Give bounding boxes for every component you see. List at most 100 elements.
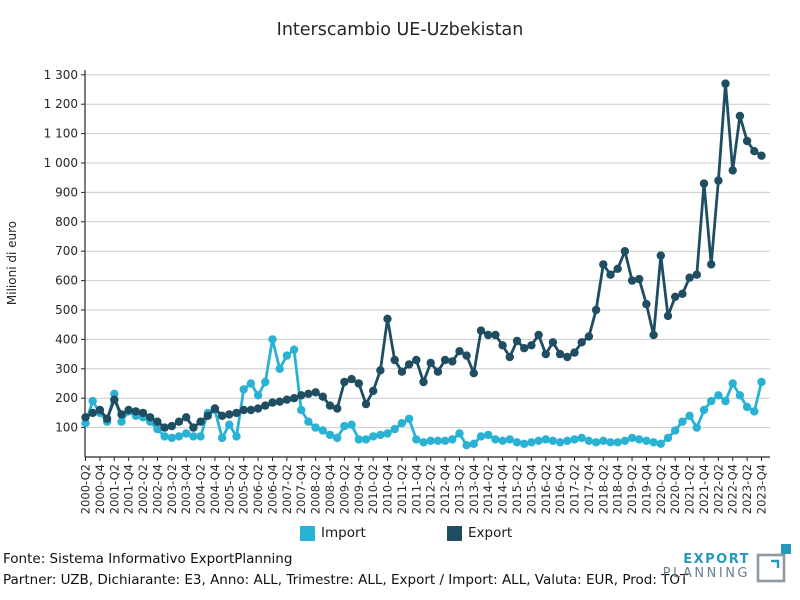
- legend-item-export: Export: [447, 524, 512, 542]
- import-point: [268, 335, 277, 344]
- import-point: [577, 433, 586, 443]
- export-point: [81, 413, 90, 422]
- x-tick-label: 2023-Q2: [740, 464, 754, 514]
- export-point: [110, 395, 119, 404]
- import-point: [333, 433, 342, 443]
- import-point: [347, 420, 356, 429]
- export-point: [333, 404, 342, 413]
- export-point: [627, 276, 637, 285]
- logo-word-export: EXPORT: [683, 552, 750, 567]
- x-tick-label: 2019-Q2: [625, 464, 639, 514]
- import-point: [189, 432, 198, 441]
- export-point: [750, 147, 759, 156]
- x-tick-label: 2000-Q4: [93, 464, 107, 514]
- import-legend-label: Import: [321, 525, 366, 541]
- x-tick-label: 2002-Q2: [136, 464, 150, 514]
- x-tick-label: 2008-Q2: [309, 464, 323, 514]
- axes: 100 200 300 400 500 600 700 800 900 1 000 1 100 1 2…: [5, 68, 770, 514]
- import-point: [117, 417, 126, 426]
- x-tick-label: 2022-Q4: [726, 464, 740, 514]
- export-point: [419, 377, 428, 387]
- y-tick-label: 200: [55, 391, 78, 405]
- import-point: [584, 436, 594, 445]
- import-point: [383, 429, 392, 438]
- export-point: [325, 401, 335, 410]
- y-axis-title: Milioni di euro: [5, 221, 19, 305]
- export-point: [354, 379, 363, 388]
- export-point: [620, 247, 630, 256]
- import-point: [520, 439, 529, 448]
- exportplanning-logo: EXPORT PLANNING: [663, 541, 792, 587]
- import-point: [311, 423, 320, 432]
- footer-params-line: Partner: UZB, Dichiarante: E3, Anno: ALL…: [3, 572, 689, 588]
- import-point: [153, 424, 162, 434]
- import-point: [440, 436, 450, 445]
- import-point: [563, 436, 572, 445]
- import-point: [369, 432, 378, 441]
- export-point: [728, 166, 737, 175]
- export-point: [138, 408, 148, 418]
- import-point: [412, 435, 421, 444]
- import-point: [591, 438, 601, 447]
- import-point: [534, 436, 543, 445]
- export-point: [246, 405, 256, 415]
- export-point: [404, 360, 414, 369]
- import-point: [174, 432, 184, 441]
- y-tick-label: 900: [55, 185, 78, 199]
- x-tick-label: 2006-Q2: [251, 464, 265, 514]
- import-point: [699, 405, 709, 415]
- x-tick-label: 2001-Q4: [122, 464, 136, 514]
- x-tick-label: 2014-Q4: [496, 464, 510, 514]
- x-tick-label: 2000-Q2: [79, 464, 93, 514]
- logo-text: EXPORT PLANNING: [663, 553, 750, 581]
- import-point: [642, 436, 651, 445]
- import-point: [599, 436, 608, 445]
- y-tick-label: 1 000: [44, 156, 78, 170]
- export-point: [757, 151, 766, 160]
- export-point: [656, 251, 665, 260]
- export-point: [462, 351, 471, 360]
- x-tick-label: 2002-Q4: [150, 464, 164, 514]
- import-point: [404, 414, 414, 423]
- export-point: [707, 260, 716, 269]
- import-point: [419, 438, 428, 447]
- import-point: [455, 429, 464, 438]
- export-point: [742, 136, 752, 146]
- export-point: [117, 410, 126, 419]
- export-point: [520, 344, 529, 353]
- export-point: [369, 386, 378, 396]
- footer-source-line: Fonte: Sistema Informativo ExportPlannin…: [3, 551, 293, 567]
- import-point: [476, 432, 486, 441]
- export-point: [563, 352, 572, 362]
- import-point: [354, 435, 363, 444]
- import-point: [182, 429, 191, 438]
- export-point: [275, 397, 284, 406]
- import-point: [253, 391, 263, 400]
- import-point: [110, 389, 119, 398]
- import-point: [606, 438, 615, 447]
- x-tick-label: 2009-Q4: [352, 464, 366, 514]
- y-tick-label: 600: [55, 274, 78, 288]
- import-point: [671, 426, 680, 435]
- import-legend-swatch: [300, 525, 315, 541]
- export-point: [88, 408, 97, 418]
- import-point: [498, 436, 507, 445]
- export-point: [304, 389, 313, 398]
- export-point: [340, 377, 349, 387]
- y-tick-label: 800: [55, 215, 78, 229]
- x-tick-label: 2021-Q2: [683, 464, 697, 514]
- export-point: [131, 407, 140, 416]
- import-point: [707, 396, 716, 406]
- import-point: [527, 438, 536, 447]
- import-point: [160, 432, 169, 441]
- import-point: [757, 377, 766, 387]
- export-point: [268, 398, 277, 407]
- import-point: [217, 433, 227, 443]
- import-point: [728, 379, 737, 388]
- import-point: [750, 407, 759, 416]
- import-point: [390, 424, 399, 434]
- x-tick-label: 2012-Q2: [424, 464, 438, 514]
- import-point: [735, 391, 745, 400]
- export-point: [527, 341, 536, 350]
- export-point: [505, 352, 514, 362]
